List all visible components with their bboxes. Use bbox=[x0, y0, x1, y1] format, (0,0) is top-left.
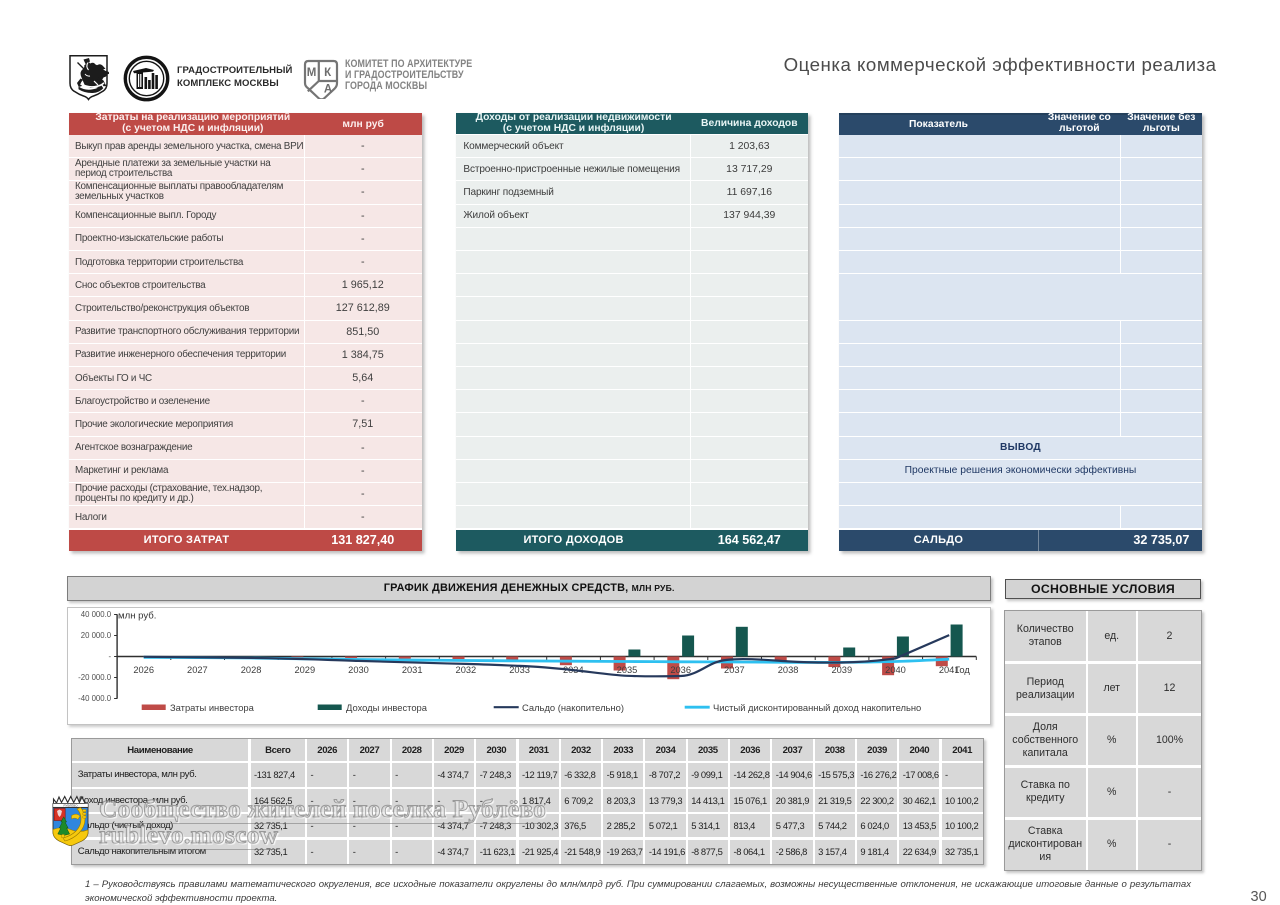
svg-text:А: А bbox=[324, 84, 332, 96]
svg-text:2028: 2028 bbox=[241, 665, 262, 675]
svg-text:Чистый дисконтированный доход: Чистый дисконтированный доход накопитель… bbox=[713, 702, 921, 713]
svg-text:К: К bbox=[324, 67, 332, 79]
svg-text:Доходы инвестора: Доходы инвестора bbox=[346, 702, 428, 713]
svg-text:2026: 2026 bbox=[134, 665, 155, 675]
svg-text:2041: 2041 bbox=[939, 665, 960, 675]
svg-text:2031: 2031 bbox=[402, 665, 423, 675]
svg-text:2029: 2029 bbox=[295, 665, 316, 675]
svg-text:2030: 2030 bbox=[348, 665, 369, 675]
svg-text:М: М bbox=[307, 67, 317, 79]
svg-text:млн руб.: млн руб. bbox=[118, 610, 156, 621]
svg-text:20 000.0: 20 000.0 bbox=[81, 631, 112, 640]
svg-text:2027: 2027 bbox=[187, 665, 208, 675]
svg-text:2032: 2032 bbox=[456, 665, 477, 675]
svg-text:-: - bbox=[109, 652, 112, 661]
svg-text:РУБЛЁВО: РУБЛЁВО bbox=[63, 803, 78, 807]
svg-text:40 000.0: 40 000.0 bbox=[81, 610, 112, 619]
svg-text:2038: 2038 bbox=[778, 665, 799, 675]
svg-text:Сальдо (накопительно): Сальдо (накопительно) bbox=[522, 702, 624, 713]
svg-text:2037: 2037 bbox=[724, 665, 745, 675]
svg-text:-20 000.0: -20 000.0 bbox=[78, 673, 112, 682]
svg-text:2039: 2039 bbox=[832, 665, 853, 675]
svg-text:2035: 2035 bbox=[617, 665, 638, 675]
svg-text:Затраты инвестора: Затраты инвестора bbox=[170, 702, 255, 713]
svg-text:Год: Год bbox=[955, 665, 970, 675]
svg-text:2036: 2036 bbox=[671, 665, 692, 675]
svg-text:2033: 2033 bbox=[510, 665, 531, 675]
svg-text:-40 000.0: -40 000.0 bbox=[78, 694, 112, 703]
svg-text:2040: 2040 bbox=[885, 665, 906, 675]
